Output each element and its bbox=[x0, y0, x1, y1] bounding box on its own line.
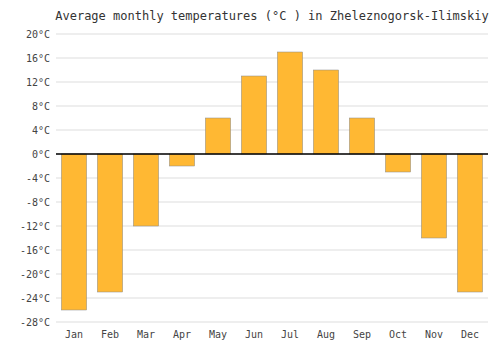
x-tick-label: Sep bbox=[353, 329, 371, 340]
x-axis: Jan Feb Mar Apr May Jun Jul Aug Sep Oct Nov Dec bbox=[65, 329, 479, 340]
zero-line bbox=[56, 153, 488, 155]
bar bbox=[313, 70, 338, 154]
x-tick-label: Mar bbox=[137, 329, 155, 340]
x-tick-label: Oct bbox=[389, 329, 407, 340]
bar bbox=[457, 154, 482, 292]
y-tick-label: -16°C bbox=[20, 245, 50, 256]
y-tick-label: -24°C bbox=[20, 293, 50, 304]
grid-line bbox=[56, 106, 488, 107]
bar bbox=[349, 118, 374, 154]
grid-line bbox=[56, 322, 488, 323]
grid-line bbox=[56, 154, 488, 155]
x-tick-label: Jan bbox=[65, 329, 83, 340]
y-tick-label: -12°C bbox=[20, 221, 50, 232]
bar bbox=[169, 154, 194, 166]
y-tick-label: 0°C bbox=[32, 149, 50, 160]
y-tick-label: -8°C bbox=[26, 197, 50, 208]
chart: Average monthly temperatures (°C ) in Zh… bbox=[0, 0, 500, 350]
x-tick-label: Aug bbox=[317, 329, 335, 340]
bar bbox=[421, 154, 446, 238]
title: Average monthly temperatures (°C ) in Zh… bbox=[55, 9, 488, 23]
bar bbox=[61, 154, 86, 310]
y-tick-label: -20°C bbox=[20, 269, 50, 280]
bar bbox=[241, 76, 266, 154]
x-tick-label: Jun bbox=[245, 329, 263, 340]
bar bbox=[277, 52, 302, 154]
bar bbox=[133, 154, 158, 226]
y-tick-label: 4°C bbox=[32, 125, 50, 136]
x-tick-label: Nov bbox=[425, 329, 443, 340]
y-tick-label: -28°C bbox=[20, 317, 50, 328]
y-tick-label: 16°C bbox=[26, 53, 50, 64]
bar bbox=[97, 154, 122, 292]
y-axis: -28°C -24°C -20°C -16°C -12°C -8°C -4°C 0°C 4°C 8… bbox=[20, 29, 50, 328]
grid bbox=[56, 34, 488, 322]
x-tick-label: Jul bbox=[281, 329, 299, 340]
y-tick-label: 8°C bbox=[32, 101, 50, 112]
y-tick-label: -4°C bbox=[26, 173, 50, 184]
x-tick-label: Dec bbox=[461, 329, 479, 340]
grid-line bbox=[56, 298, 488, 299]
y-tick-label: 20°C bbox=[26, 29, 50, 40]
bar bbox=[385, 154, 410, 172]
bar bbox=[205, 118, 230, 154]
y-tick-label: 12°C bbox=[26, 77, 50, 88]
x-tick-label: Feb bbox=[101, 329, 119, 340]
x-tick-label: May bbox=[209, 329, 227, 340]
grid-line bbox=[56, 82, 488, 83]
grid-line bbox=[56, 58, 488, 59]
x-tick-label: Apr bbox=[173, 329, 191, 340]
grid-line bbox=[56, 130, 488, 131]
bars bbox=[61, 52, 482, 310]
grid-line bbox=[56, 34, 488, 35]
